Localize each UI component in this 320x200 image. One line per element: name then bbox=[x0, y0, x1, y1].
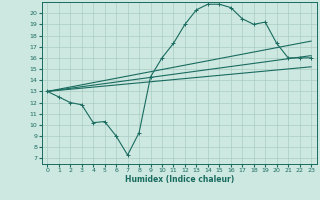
X-axis label: Humidex (Indice chaleur): Humidex (Indice chaleur) bbox=[124, 175, 234, 184]
